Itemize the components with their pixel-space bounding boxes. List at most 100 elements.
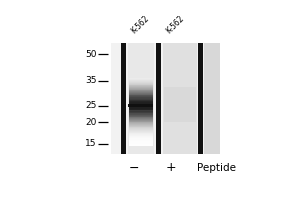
Bar bbox=[129, 124, 153, 125]
Bar bbox=[129, 85, 153, 86]
Bar bbox=[130, 95, 152, 97]
Bar bbox=[129, 86, 153, 87]
Text: −: − bbox=[129, 161, 139, 174]
Bar bbox=[129, 144, 153, 145]
Bar bbox=[129, 113, 153, 114]
Bar bbox=[164, 120, 196, 122]
Bar bbox=[129, 143, 153, 144]
Bar bbox=[129, 139, 153, 140]
Text: K-562: K-562 bbox=[129, 14, 151, 36]
Bar bbox=[129, 84, 153, 85]
Bar bbox=[164, 115, 196, 117]
Text: 50: 50 bbox=[85, 50, 96, 59]
Bar bbox=[129, 129, 153, 130]
Bar bbox=[129, 99, 153, 100]
Bar bbox=[129, 111, 153, 112]
Bar bbox=[129, 92, 153, 93]
Bar bbox=[129, 145, 153, 146]
Bar bbox=[129, 103, 153, 104]
Bar bbox=[129, 89, 153, 90]
Bar bbox=[129, 105, 153, 106]
Bar bbox=[129, 110, 153, 111]
Bar bbox=[129, 84, 153, 85]
Bar bbox=[129, 114, 153, 115]
Bar bbox=[164, 106, 196, 108]
Bar bbox=[129, 105, 153, 106]
Text: 20: 20 bbox=[85, 118, 96, 127]
Bar bbox=[129, 95, 153, 96]
Bar bbox=[129, 134, 153, 135]
Bar bbox=[164, 112, 196, 113]
Bar bbox=[129, 109, 153, 110]
Bar bbox=[129, 140, 153, 141]
Bar bbox=[163, 43, 197, 154]
Bar bbox=[129, 94, 153, 95]
Bar bbox=[164, 96, 196, 98]
Bar bbox=[111, 43, 220, 154]
Bar bbox=[129, 128, 153, 129]
Bar bbox=[129, 127, 153, 128]
Text: 25: 25 bbox=[85, 101, 96, 110]
Bar bbox=[129, 93, 153, 94]
Bar bbox=[164, 103, 196, 105]
Bar bbox=[164, 91, 196, 93]
Bar bbox=[129, 138, 153, 139]
Bar bbox=[198, 43, 202, 154]
Bar bbox=[129, 131, 153, 132]
Bar bbox=[129, 112, 153, 113]
Bar bbox=[121, 43, 126, 154]
Bar bbox=[129, 115, 153, 116]
Bar bbox=[129, 135, 153, 136]
Bar bbox=[164, 101, 196, 103]
Bar bbox=[129, 91, 153, 92]
Bar bbox=[156, 43, 161, 154]
Bar bbox=[129, 116, 153, 117]
Bar bbox=[164, 98, 196, 100]
Bar bbox=[129, 121, 153, 122]
Bar bbox=[129, 137, 153, 138]
Bar bbox=[129, 115, 153, 116]
Bar bbox=[129, 104, 153, 105]
Bar bbox=[129, 130, 153, 131]
Bar bbox=[130, 98, 152, 100]
Bar bbox=[164, 87, 196, 89]
Bar bbox=[129, 132, 153, 133]
Bar bbox=[129, 110, 153, 111]
Bar bbox=[129, 90, 153, 91]
Bar bbox=[129, 110, 153, 111]
Bar bbox=[129, 118, 153, 119]
Bar bbox=[164, 117, 196, 119]
Bar bbox=[129, 121, 153, 122]
Bar bbox=[129, 143, 153, 144]
Bar bbox=[129, 88, 153, 89]
Bar bbox=[129, 116, 153, 117]
Bar bbox=[164, 108, 196, 110]
Bar bbox=[164, 110, 196, 112]
Bar bbox=[129, 132, 153, 133]
Bar bbox=[129, 119, 153, 120]
Bar bbox=[129, 136, 153, 137]
Bar bbox=[129, 97, 153, 98]
Bar bbox=[164, 113, 196, 115]
Bar bbox=[129, 126, 153, 127]
Bar bbox=[129, 83, 153, 84]
Bar bbox=[129, 98, 153, 99]
Bar bbox=[129, 81, 153, 82]
Bar bbox=[129, 79, 153, 80]
Bar bbox=[164, 89, 196, 91]
Bar bbox=[129, 107, 153, 108]
Text: +: + bbox=[166, 161, 176, 174]
Bar bbox=[129, 113, 153, 114]
Bar bbox=[129, 89, 153, 90]
Bar bbox=[128, 43, 154, 154]
Bar bbox=[129, 96, 153, 97]
Bar bbox=[129, 142, 153, 143]
Bar bbox=[204, 43, 220, 154]
Bar bbox=[129, 78, 153, 79]
Text: K-562: K-562 bbox=[164, 14, 186, 36]
Bar bbox=[129, 117, 153, 118]
Bar bbox=[129, 87, 153, 88]
Bar bbox=[129, 94, 153, 95]
Bar bbox=[129, 108, 153, 109]
Bar bbox=[129, 82, 153, 83]
